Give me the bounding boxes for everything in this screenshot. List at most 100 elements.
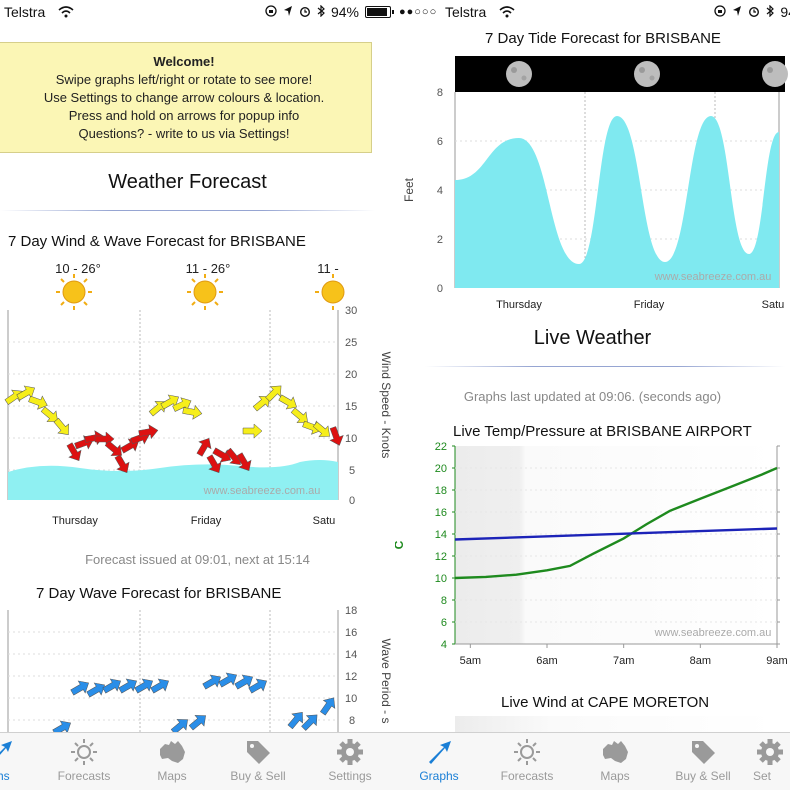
wave-arrows-group[interactable] [51,669,340,734]
tab-forecasts[interactable]: Forecasts [44,737,124,783]
wave-arrow[interactable] [317,694,339,718]
wave-arrow[interactable] [299,710,322,733]
wave-arrow[interactable] [149,675,172,697]
tab-maps[interactable]: Maps [132,737,212,783]
wave-arrow[interactable] [51,717,74,734]
live-wind-chart-top [455,716,777,736]
wave-arrow[interactable] [217,669,240,691]
temp-y-axis: 22 20 18 16 14 12 10 8 6 4 [435,441,780,651]
wind-arrow-yellow[interactable] [242,423,263,439]
bluetooth-icon [317,4,325,20]
wind-arrows-group[interactable] [3,381,346,476]
wind-arrow-yellow[interactable] [182,404,203,421]
wind-arrow-red[interactable] [63,441,85,464]
live-temp-chart[interactable]: 22 20 18 16 14 12 10 8 6 4 5am 6am 7am 8am 9am C www.… [395,440,790,670]
section-divider [0,210,375,211]
wave-arrow[interactable] [101,675,124,697]
wave-forecast-title: 7 Day Wave Forecast for BRISBANE [36,585,282,602]
wind-wave-chart[interactable]: 10 - 26° 11 - 26° 11 - www.seab [0,250,395,550]
wave-arrow[interactable] [187,710,211,733]
tab-forecasts[interactable]: Forecasts [487,737,567,783]
tab-label: Settings [328,769,372,783]
wave-arrow[interactable] [133,675,156,697]
wind-arrow-yellow[interactable] [159,391,182,413]
tide-height-area [455,116,779,288]
tab-settings[interactable]: Set [753,737,790,783]
tab-buy-sell[interactable]: Buy & Sell [663,737,743,783]
y-tick-label: 12 [435,551,447,563]
tab-buy-sell[interactable]: Buy & Sell [218,737,298,783]
wave-height-area [8,460,338,500]
wind-arrow-yellow[interactable] [51,416,74,440]
wind-arrow-red[interactable] [111,453,133,476]
y-tick-label: 15 [345,401,357,413]
wave-arrow[interactable] [247,675,270,697]
wave-arrow[interactable] [69,677,92,699]
moon-icon [634,61,660,87]
tab-label: Forecasts [500,769,554,783]
tab-label: Set [753,769,772,783]
y-tick-label: 16 [345,627,357,639]
tide-chart[interactable]: www.seabreeze.com.au 8 6 4 2 0 Feet Thur… [395,54,790,324]
day-temp-label: 11 - [317,261,338,276]
wave-arrow[interactable] [117,675,140,697]
wave-arrow[interactable] [285,708,308,732]
y-tick-label: 18 [345,606,357,617]
carrier-name: Telstra [445,4,487,20]
wind-arrow-yellow[interactable] [277,391,300,413]
welcome-line: Press and hold on arrows for popup info [68,108,300,123]
location-icon [732,4,742,20]
y-tick-label: 8 [437,87,443,99]
wind-arrow-yellow[interactable] [39,404,63,427]
y-tick-label: 25 [345,337,357,349]
left-screen: Telstra 94% Welcome! Swipe graphs left/r… [0,4,395,783]
wind-arrow-red[interactable] [211,444,234,466]
wind-arrow-red[interactable] [103,438,127,461]
wind-y-axis: 30 25 20 15 10 5 0 [345,305,357,507]
wind-arrow-red[interactable] [203,453,225,476]
battery-percent: 94% [330,4,359,20]
wave-arrow[interactable] [233,671,256,693]
sun-icon [514,739,540,765]
sun-icon [56,274,92,310]
weather-forecast-heading: Weather Forecast [108,171,267,193]
wind-arrow-yellow[interactable] [15,382,38,404]
wind-arrow-yellow[interactable] [27,392,50,412]
y-tick-label: 5 [349,465,355,477]
wind-arrow-red[interactable] [193,435,215,458]
tab-settings[interactable]: Settings [310,737,390,783]
wind-arrow-red[interactable] [233,451,255,474]
sun-icon [315,274,345,310]
tab-label: phs [0,769,10,783]
x-tick-label: 6am [536,655,557,667]
live-weather-heading: Live Weather [533,327,652,349]
y-tick-label: 10 [435,573,447,585]
alarm-icon [299,4,311,20]
tab-label: Buy & Sell [675,769,731,783]
y-tick-label: 20 [345,369,357,381]
wave-arrow[interactable] [85,679,108,701]
tab-graphs[interactable]: Graphs [399,737,479,783]
tide-y-axis-title: Feet [402,177,416,202]
x-tick-label: 8am [690,655,711,667]
wind-arrow-yellow[interactable] [251,391,275,414]
price-tag-icon [247,741,270,764]
wind-arrow-red[interactable] [138,423,159,440]
welcome-title: Welcome! [153,54,215,69]
tab-label: Forecasts [57,769,111,783]
wind-arrow-red[interactable] [326,425,346,448]
wind-arrow-yellow[interactable] [263,381,286,404]
temp-y-axis-title: C [395,540,406,549]
wifi-icon [58,5,74,21]
wind-arrow-yellow[interactable] [289,405,313,428]
y-tick-label: 16 [435,507,447,519]
y-tick-label: 4 [441,639,447,651]
y-tick-label: 4 [437,185,443,197]
day-temp-label: 11 - 26° [186,261,231,276]
tab-graphs[interactable]: phs [0,737,40,783]
wave-forecast-chart[interactable]: 18 16 14 12 10 8 Wave Period - s [0,606,395,734]
welcome-line: Use Settings to change arrow colours & l… [43,90,325,105]
tab-maps[interactable]: Maps [575,737,655,783]
wind-arrow-yellow[interactable] [311,419,335,442]
plot-background [455,446,777,644]
